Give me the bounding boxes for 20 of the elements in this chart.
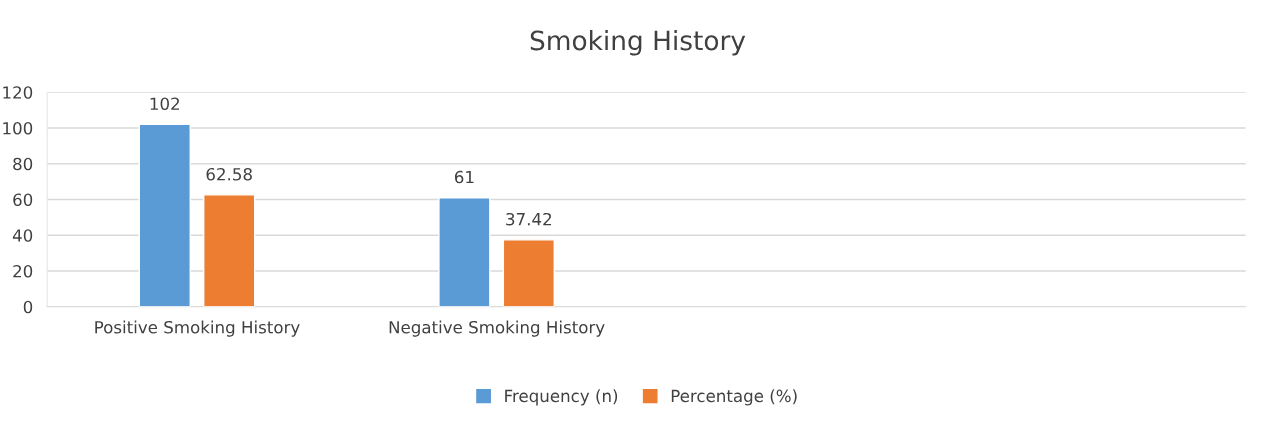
x-tick-label: Negative Smoking History xyxy=(389,320,605,337)
y-tick-label: 120 xyxy=(3,86,33,99)
legend-label: Percentage (%) xyxy=(671,389,797,406)
x-tick-label: Positive Smoking History xyxy=(95,320,300,337)
bar xyxy=(438,197,491,307)
y-tick-label: 80 xyxy=(13,157,33,171)
bar xyxy=(138,123,191,307)
data-label: 61 xyxy=(454,170,474,184)
y-tick-label: 100 xyxy=(3,121,33,135)
y-tick-label: 60 xyxy=(13,193,33,207)
data-label: 102 xyxy=(150,97,180,111)
legend-label: Frequency (n) xyxy=(505,389,618,406)
chart-title: Smoking History xyxy=(530,30,746,56)
bar xyxy=(502,239,555,307)
data-label: 62.58 xyxy=(206,167,252,181)
y-tick-label: 40 xyxy=(12,229,33,242)
y-tick-label: 0 xyxy=(23,300,33,314)
bar xyxy=(203,194,256,307)
y-tick-label: 20 xyxy=(13,264,33,278)
data-label: 37.42 xyxy=(506,212,552,226)
